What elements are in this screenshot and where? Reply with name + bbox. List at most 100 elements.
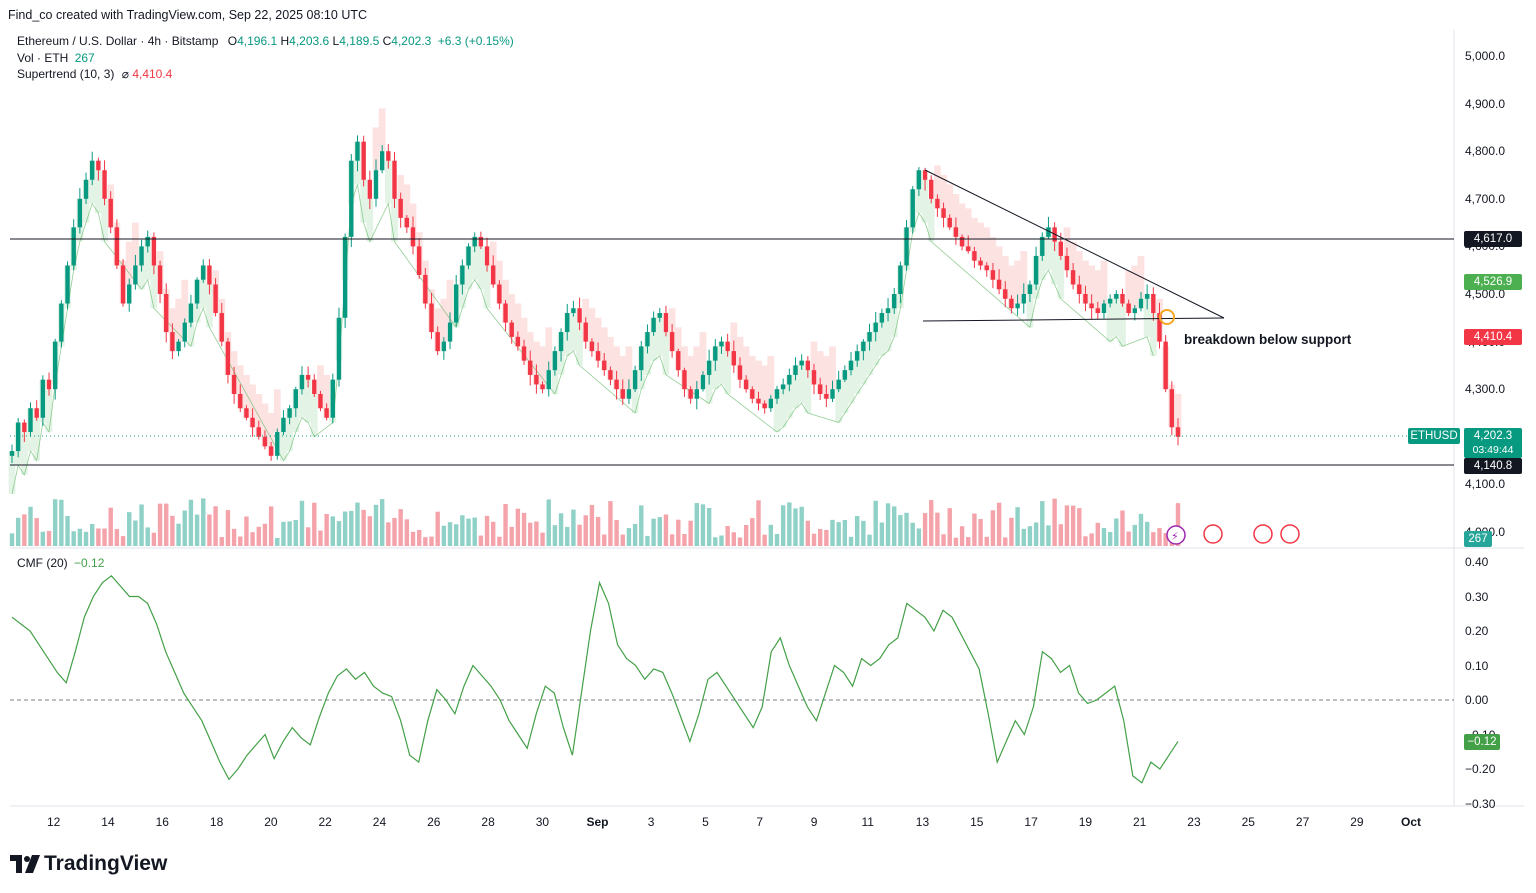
volume-bar [867,534,872,546]
candle-body [793,365,798,375]
candle-body [244,408,249,418]
candle-body [379,151,385,171]
us-flag-event-icon-3[interactable] [1280,524,1300,544]
cmf-axis-label: 0.40 [1465,555,1489,569]
volume-bar [768,524,774,546]
candle-body [1077,284,1082,294]
volume-bar [299,500,305,546]
candle-body [435,332,440,352]
candle-body [40,379,46,418]
volume-bar [188,499,194,546]
volume-bar [355,502,360,546]
candle-body [305,374,311,380]
volume-bar [83,531,89,546]
volume-bar [1040,501,1045,546]
lightning-event-icon[interactable] [1166,525,1186,545]
candle-body [472,236,477,247]
hidden-eye-icon[interactable]: ⌀ [121,67,129,81]
volume-bar [256,526,261,546]
volume-bar [1089,533,1094,546]
candle-body [805,360,811,371]
triangle-support-trendline[interactable] [922,317,1225,322]
us-flag-event-icon-1[interactable] [1203,524,1223,544]
volume-bar [453,524,459,546]
candle-body [1151,294,1156,314]
candle-body [491,265,496,285]
candle-body [318,393,323,409]
volume-bar [318,530,323,546]
candle-body [1021,294,1026,304]
cmf-legend[interactable]: CMF (20) −0.12 [17,556,104,570]
volume-bar [423,537,428,546]
time-axis-label: 3 [647,815,655,829]
candle-body [349,160,354,237]
candle-body [768,398,774,409]
breakdown-annotation[interactable]: breakdown below support [1184,332,1352,347]
close-value: 4,202.3 [391,34,432,48]
candle-body [423,274,428,304]
time-axis-label: 28 [481,815,495,829]
time-axis-label: 15 [970,815,984,829]
volume-bar [602,534,607,546]
volume-bar [1132,524,1138,546]
breakdown-marker[interactable] [1159,309,1175,325]
cmf-axis-label: 0.30 [1465,589,1489,604]
candle-body [281,417,286,433]
candle-body [1157,313,1162,342]
descending-trendline[interactable] [924,169,1225,319]
candle-body [120,265,126,304]
us-flag-event-icon-2[interactable] [1253,524,1273,544]
symbol-name[interactable]: Ethereum / U.S. Dollar · 4h · Bitstamp [17,34,219,48]
volume-bar [1003,537,1008,546]
tradingview-logo[interactable]: TradingView [10,852,167,876]
candle-body [65,265,70,304]
candle-body [46,379,52,390]
volume-bar [404,519,410,546]
volume-bar [231,528,237,546]
volume-bar [491,521,496,546]
volume-bar [472,517,477,546]
event-icons: ⚡ [1166,524,1300,545]
candle-body [342,236,348,318]
volume-bar [521,512,527,546]
volume-bar [1027,526,1033,546]
volume-bar [756,500,761,546]
high-key: H [280,34,290,48]
volume-bar [528,522,533,546]
volume-bar [429,536,434,546]
candle-body [441,341,447,352]
candle-body [990,270,996,280]
candle-body [879,313,885,323]
price-axis-label: 4,800.0 [1465,144,1506,159]
candle-body [404,217,410,228]
volume-legend[interactable]: Vol · ETH 267 [17,51,95,65]
volume-bar [367,516,373,546]
candle-body [1107,298,1113,304]
candle-body [1114,294,1119,299]
candle-body [392,160,397,199]
volume-bar [706,507,712,546]
volume-bar [145,527,150,546]
volume-bar [996,502,1002,546]
volume-bar [929,500,934,546]
volume-bar [836,522,841,546]
candle-body [151,236,157,266]
volume-bar [682,534,687,546]
candle-body [509,322,514,337]
volume-bar [386,522,391,546]
candle-body [614,379,619,390]
green-level-price-tag: 4,526.9 [1464,274,1522,290]
candle-body [540,384,545,390]
volume-bar [515,508,521,546]
supertrend-legend[interactable]: Supertrend (10, 3) ⌀ 4,410.4 [17,67,172,81]
volume-bar [120,536,126,546]
volume-bar [854,516,860,546]
candle-body [90,160,95,180]
candle-body [632,370,638,390]
candle-body [885,308,891,314]
candle-body [139,246,144,266]
candle-body [71,227,76,266]
candle-body [336,317,342,380]
candle-body [1015,303,1020,309]
